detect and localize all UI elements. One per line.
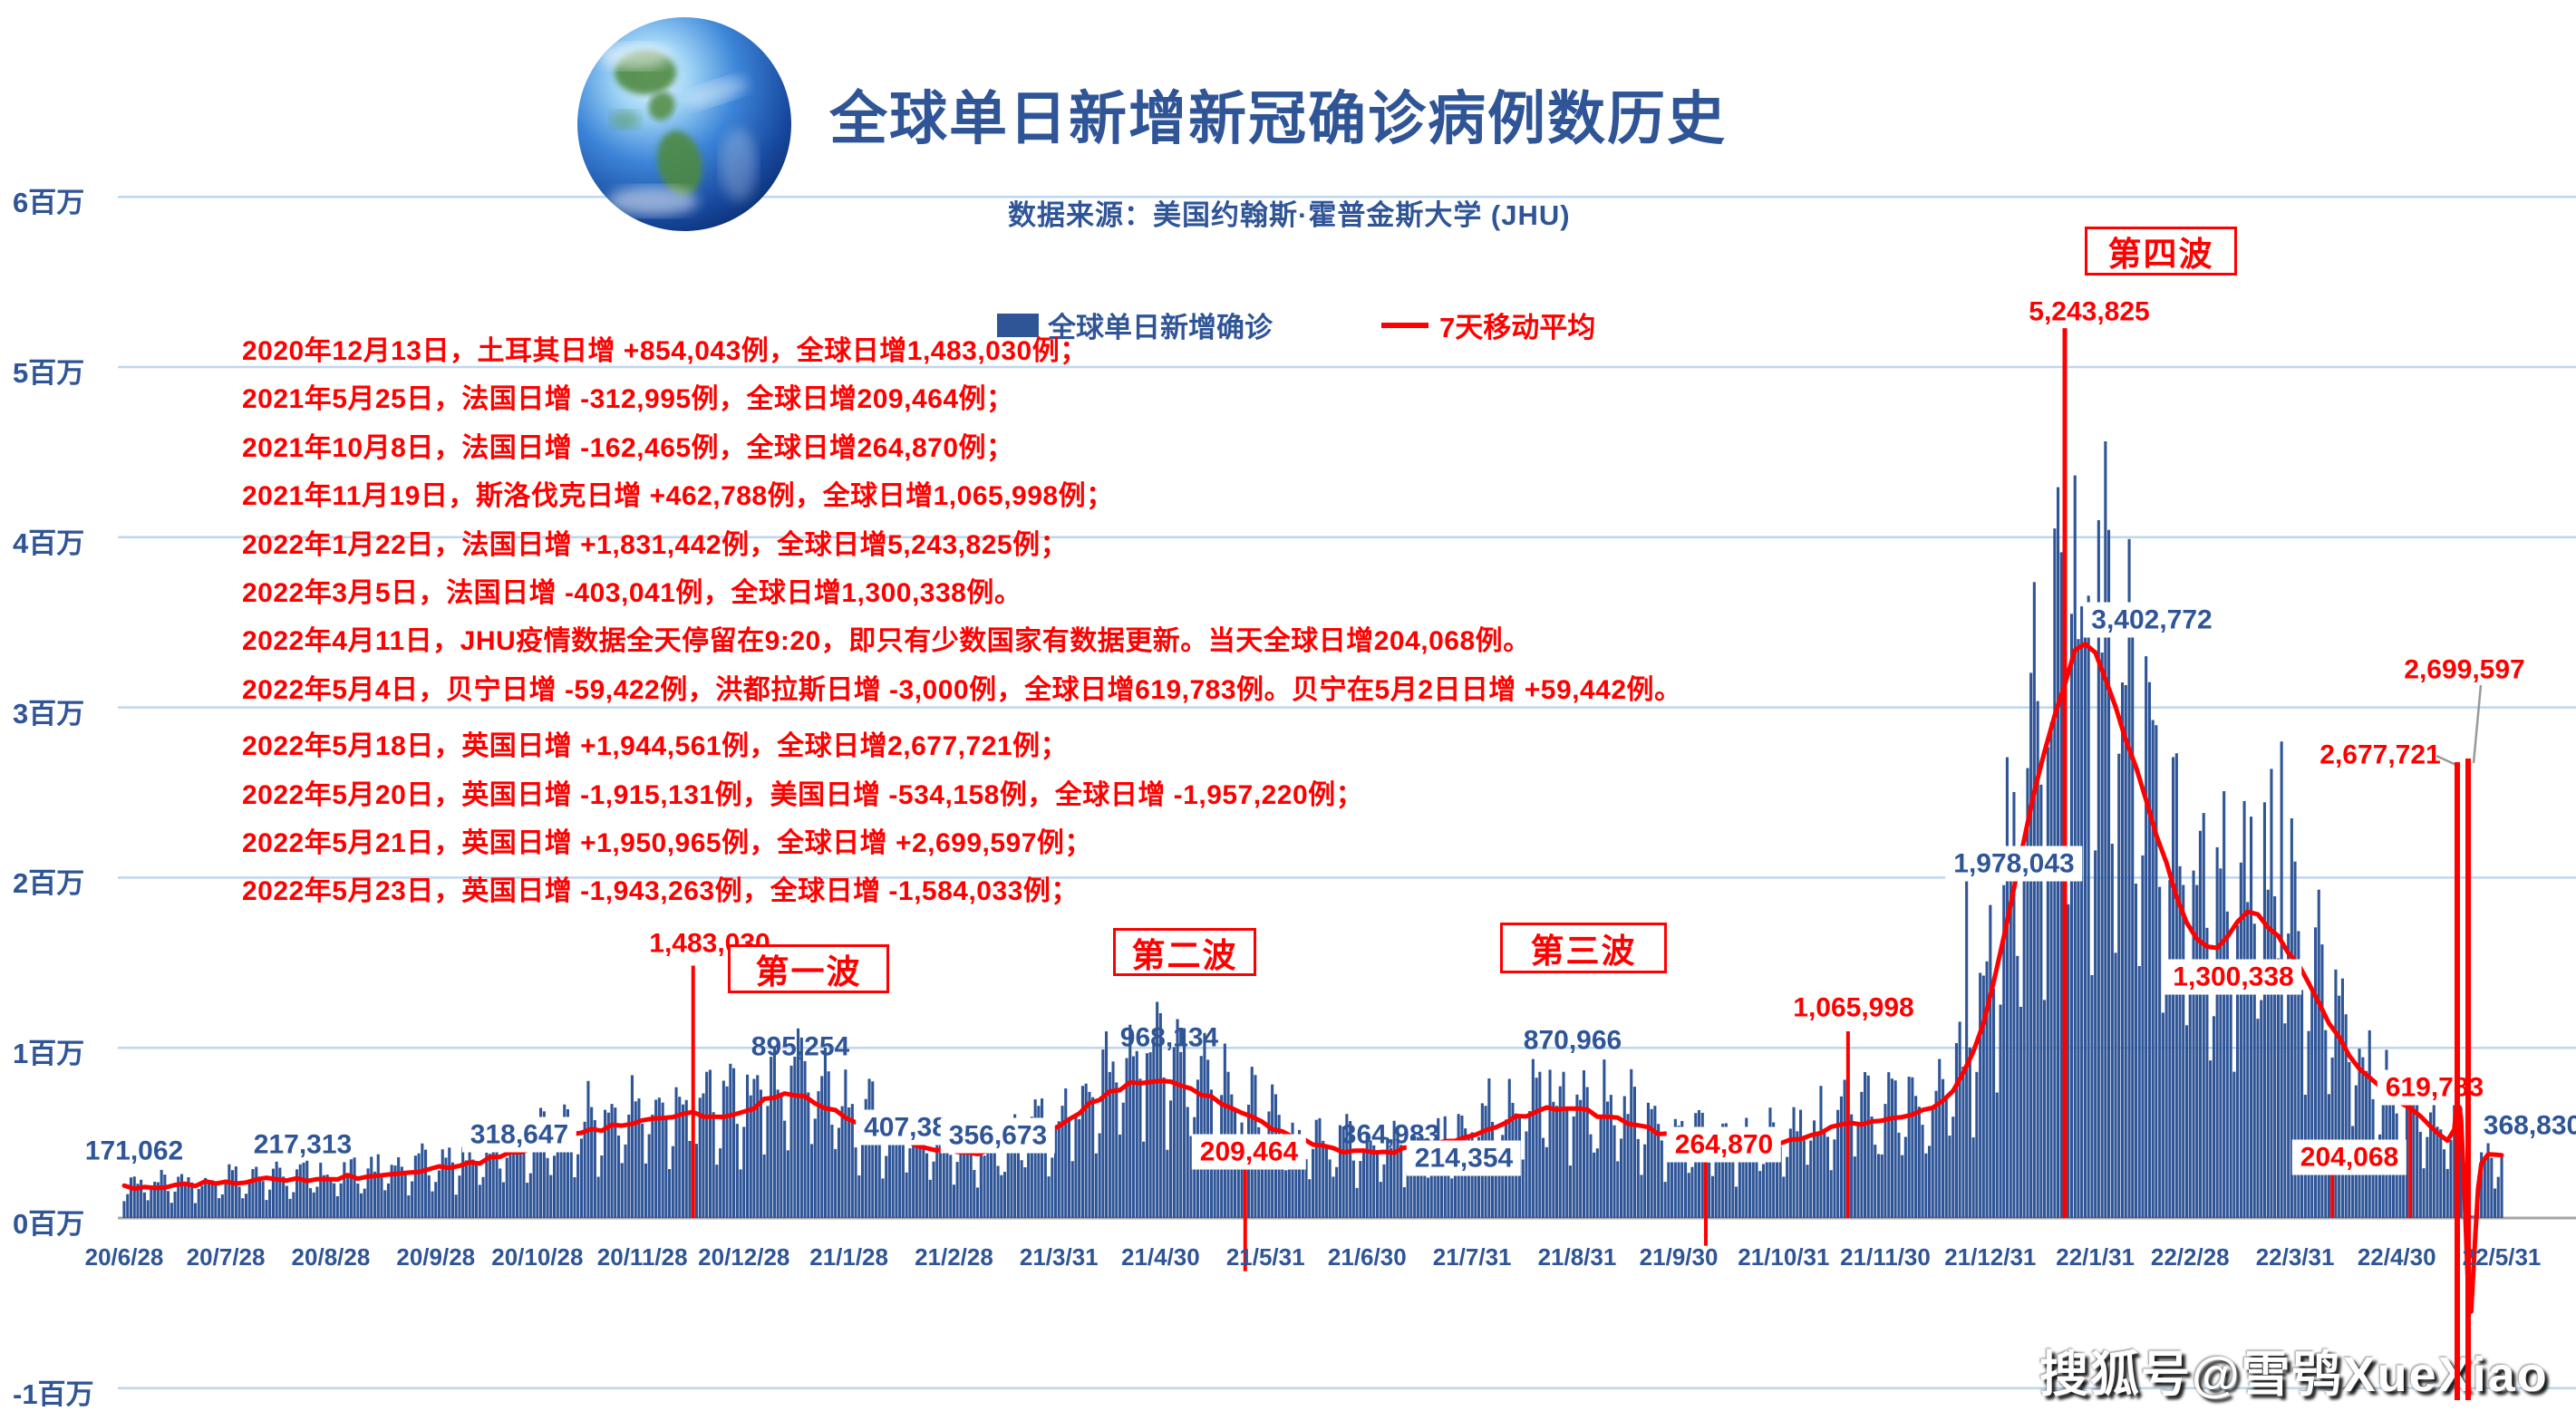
x-tick-label: 21/7/31 [1432,1243,1512,1271]
x-tick-label: 20/7/28 [186,1243,266,1271]
value-callout: 209,464 [1191,1134,1307,1170]
value-callout: 1,065,998 [1793,992,1914,1023]
red-outlier-bar [2465,758,2471,1400]
y-tick-label: 2百万 [13,867,85,900]
y-tick-label: 5百万 [13,357,85,389]
x-tick-label: 20/12/28 [698,1243,790,1271]
x-tick-label: 21/12/31 [1944,1243,2037,1271]
wave-label-box: 第一波 [728,944,889,993]
x-tick-label: 22/5/31 [2462,1243,2542,1271]
red-outlier-bar [2455,762,2461,1400]
value-callout: 619,783 [2377,1069,2493,1106]
x-tick-label: 21/11/30 [1840,1243,1931,1271]
value-callout: 264,870 [1666,1126,1782,1163]
y-tick-label: 0百万 [13,1208,85,1240]
value-callout: 171,062 [84,1136,184,1166]
y-tick-label: -1百万 [13,1378,94,1410]
x-tick-label: 20/11/28 [596,1243,688,1271]
x-tick-label: 22/1/31 [2056,1243,2135,1271]
y-tick-label: 6百万 [13,187,85,219]
event-annotation-line: 2021年5月25日，法国日增 -312,995例，全球日增209,464例； [242,384,1014,415]
data-source-subtitle: 数据来源：美国约翰斯·霍普金斯大学 (JHU) [1008,199,1571,231]
x-tick-label: 20/10/28 [491,1243,584,1271]
wave-label-box: 第二波 [1113,928,1256,976]
x-tick-label: 21/8/31 [1537,1243,1617,1271]
event-annotation-line: 2020年12月13日，土耳其日增 +854,043例，全球日增1,483,03… [242,336,1088,366]
value-callout: 968,134 [1119,1022,1219,1053]
x-tick-label: 21/10/31 [1738,1243,1830,1271]
value-callout: 217,313 [253,1129,353,1160]
value-callout: 318,647 [461,1116,577,1153]
event-annotation-line: 2022年5月23日，英国日增 -1,943,263例，全球日增 -1,584,… [242,876,1079,907]
x-tick-label: 20/6/28 [84,1243,164,1271]
earth-globe-logo [577,17,791,231]
value-callout: 1,300,338 [2164,959,2302,995]
wave-label-box: 第四波 [2085,227,2237,276]
x-tick-label: 20/8/28 [291,1243,371,1271]
event-annotation-line: 2022年5月18日，英国日增 +1,944,561例，全球日增2,677,72… [242,731,1069,762]
y-tick-label: 4百万 [13,527,85,559]
value-callout: 870,966 [1523,1025,1622,1056]
value-callout: 214,354 [1406,1140,1522,1176]
page-title: 全球单日新增新冠确诊病例数历史 [829,86,1727,151]
y-tick-label: 3百万 [13,697,85,730]
event-annotation-line: 2022年5月21日，英国日增 +1,950,965例，全球日增 +2,699,… [242,828,1092,858]
x-tick-label: 22/3/31 [2255,1243,2335,1271]
event-annotation-line: 2021年11月19日，斯洛伐克日增 +462,788例，全球日增1,065,9… [242,481,1114,512]
bar-series-swatch [997,313,1039,337]
watermark: 搜狐号@雪鸮XueXiao [2039,1348,2549,1402]
y-tick-label: 1百万 [13,1038,85,1070]
value-callout: 2,699,597 [2404,654,2525,685]
value-callout: 356,673 [940,1117,1056,1154]
line-series-swatch [1381,322,1428,328]
value-callout: 1,978,043 [1945,846,2083,882]
event-annotation-line: 2022年4月11日，JHU疫情数据全天停留在9:20，即只有少数国家有数据更新… [242,626,1531,657]
event-annotation-line: 2022年5月20日，英国日增 -1,915,131例，美国日增 -534,15… [242,779,1364,810]
x-tick-label: 21/6/30 [1327,1243,1407,1271]
value-callout: 368,830 [2474,1107,2576,1144]
x-tick-label: 21/3/31 [1019,1243,1099,1271]
x-tick-label: 21/1/28 [809,1243,888,1271]
value-callout: 3,402,772 [2083,602,2221,638]
bar-series-label: 全球单日新增确诊 [1048,312,1273,343]
x-tick-label: 21/5/31 [1225,1243,1305,1271]
event-annotation-line: 2021年10月8日，法国日增 -162,465例，全球日增264,870例； [242,432,1014,463]
value-callout: 407,38 [856,1109,955,1146]
x-tick-label: 21/9/30 [1639,1243,1719,1271]
event-annotation-line: 2022年3月5日，法国日增 -403,041例，全球日增1,300,338例。 [242,578,1022,608]
event-annotation-line: 2022年1月22日，法国日增 +1,831,442例，全球日增5,243,82… [242,529,1069,560]
line-series-label: 7天移动平均 [1439,312,1596,343]
x-tick-label: 22/4/30 [2357,1243,2436,1271]
value-callout: 2,677,721 [2319,740,2441,770]
x-tick-label: 21/4/30 [1120,1243,1200,1271]
x-tick-label: 22/2/28 [2150,1243,2230,1271]
value-callout: 204,068 [2291,1139,2407,1175]
wave-label-box: 第三波 [1500,923,1667,973]
value-callout: 895,254 [751,1031,850,1062]
value-callout: 5,243,825 [2029,296,2150,327]
x-tick-label: 21/2/28 [915,1243,993,1271]
legend: 全球单日新增确诊 7天移动平均 [997,304,1595,345]
x-tick-label: 20/9/28 [396,1243,476,1271]
event-annotation-line: 2022年5月4日，贝宁日增 -59,422例，洪都拉斯日增 -3,000例，全… [242,674,1682,705]
